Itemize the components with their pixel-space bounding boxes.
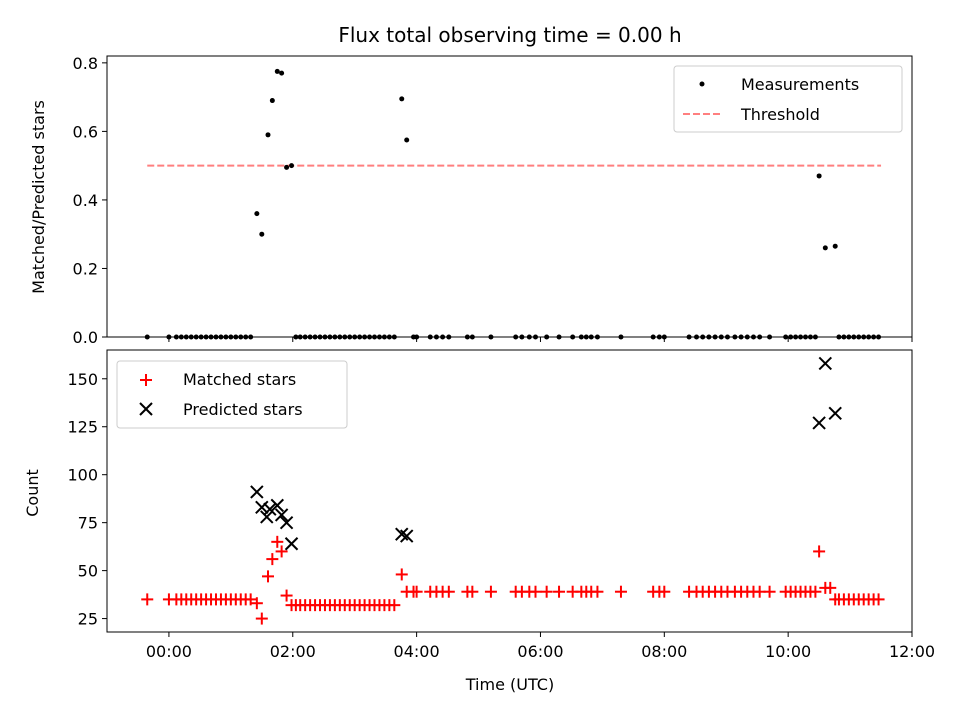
matched-star-marker [813, 545, 826, 558]
predicted-star-marker [250, 485, 264, 499]
bottom-y-tick-label: 25 [78, 610, 98, 629]
measurement-point [289, 163, 295, 169]
bottom-x-ticks: 00:00 02:00 04:00 06:00 08:00 10:00 12:00 [146, 632, 935, 661]
matched-star-marker [540, 585, 553, 598]
predicted-star-marker [263, 502, 277, 516]
matched-stars-layer [141, 535, 885, 625]
matched-star-marker [484, 585, 497, 598]
matched-star-marker [809, 585, 822, 598]
legend-predicted-label: Predicted stars [183, 400, 303, 419]
measurement-point [259, 231, 265, 237]
matched-star-marker [266, 553, 279, 566]
matched-star-marker [763, 585, 776, 598]
bottom-panel: 25 50 75 100 125 150 00:00 02:00 04:00 06:00 08:0… [23, 349, 935, 694]
measurement-point [404, 137, 410, 143]
x-tick-label: 04:00 [394, 642, 440, 661]
predicted-star-marker [255, 500, 269, 515]
measurement-point [399, 96, 405, 102]
matched-star-marker [591, 585, 604, 598]
x-axis-label: Time (UTC) [465, 675, 554, 694]
top-y-axis-label: Matched/Predicted stars [29, 100, 48, 294]
top-y-tick-label: 0.0 [73, 328, 98, 347]
x-tick-label: 02:00 [270, 642, 316, 661]
top-plot-frame [106, 55, 913, 338]
matched-star-marker [395, 568, 408, 581]
matched-star-marker [271, 535, 284, 548]
predicted-star-marker [818, 356, 833, 371]
matched-star-marker [824, 581, 837, 594]
top-y-tick-label: 0.2 [73, 259, 98, 278]
bottom-y-ticks: 25 50 75 100 125 150 [67, 370, 107, 629]
measurement-point [269, 98, 275, 104]
legend-measurements-label: Measurements [741, 75, 859, 94]
x-tick-label: 00:00 [146, 642, 192, 661]
matched-star-marker [442, 585, 455, 598]
predicted-star-marker [260, 510, 274, 524]
matched-star-marker [658, 585, 671, 598]
legend-matched-label: Matched stars [183, 370, 296, 389]
predicted-star-marker [828, 406, 842, 421]
top-y-tick-label: 0.4 [73, 191, 98, 210]
matched-star-marker [250, 597, 263, 610]
measurement-point [816, 173, 822, 179]
bottom-y-tick-label: 150 [67, 370, 98, 389]
top-y-tick-label: 0.8 [73, 54, 98, 73]
matched-star-marker [553, 585, 566, 598]
top-panel: 0.00.20.40.60.8 Matched/Predicted stars … [29, 54, 913, 347]
x-tick-label: 12:00 [889, 642, 935, 661]
measurement-point [284, 164, 290, 170]
matched-star-marker [466, 585, 479, 598]
matched-star-marker [255, 612, 268, 625]
measurement-point [832, 243, 838, 249]
matched-star-marker [244, 593, 257, 606]
top-x-ticks [168, 337, 913, 342]
x-tick-label: 10:00 [765, 642, 811, 661]
legend-matched-marker [140, 374, 152, 386]
matched-star-marker [410, 585, 423, 598]
matched-star-marker [388, 599, 401, 612]
predicted-star-marker [279, 515, 294, 530]
matched-star-marker [529, 585, 542, 598]
predicted-stars-layer [250, 356, 842, 551]
matched-star-marker [280, 589, 293, 602]
matched-star-marker [872, 593, 885, 606]
legend-predicted-marker [139, 402, 153, 416]
x-tick-label: 06:00 [517, 642, 563, 661]
x-tick-label: 08:00 [641, 642, 687, 661]
top-y-tick-label: 0.6 [73, 122, 98, 141]
top-legend: Measurements Threshold [673, 65, 903, 133]
matched-star-marker [275, 545, 288, 558]
measurement-point [265, 132, 271, 138]
bottom-plot-frame [106, 349, 913, 633]
matched-star-marker [614, 585, 627, 598]
legend-measurements-marker [699, 81, 705, 87]
bottom-y-tick-label: 50 [78, 562, 98, 581]
bottom-y-tick-label: 75 [78, 514, 98, 533]
predicted-star-marker [270, 498, 284, 513]
predicted-star-marker [284, 537, 299, 551]
predicted-star-marker [274, 508, 289, 522]
bottom-y-axis-label: Count [23, 469, 42, 517]
chart-title: Flux total observing time = 0.00 h [338, 23, 681, 47]
top-y-ticks: 0.0 0.2 0.4 0.6 0.8 [73, 54, 107, 347]
matched-star-marker [262, 570, 274, 583]
measurement-point [254, 211, 260, 217]
bottom-y-tick-label: 100 [67, 466, 98, 485]
measurement-point [822, 245, 828, 251]
legend-threshold-label: Threshold [740, 105, 820, 124]
matched-star-marker [141, 593, 154, 606]
predicted-star-marker [812, 416, 826, 430]
bottom-y-tick-label: 125 [67, 418, 98, 437]
bottom-legend: Matched stars Predicted stars [116, 360, 348, 429]
measurement-point [274, 68, 280, 74]
predicted-star-marker [400, 529, 414, 543]
measurement-point [279, 70, 285, 76]
